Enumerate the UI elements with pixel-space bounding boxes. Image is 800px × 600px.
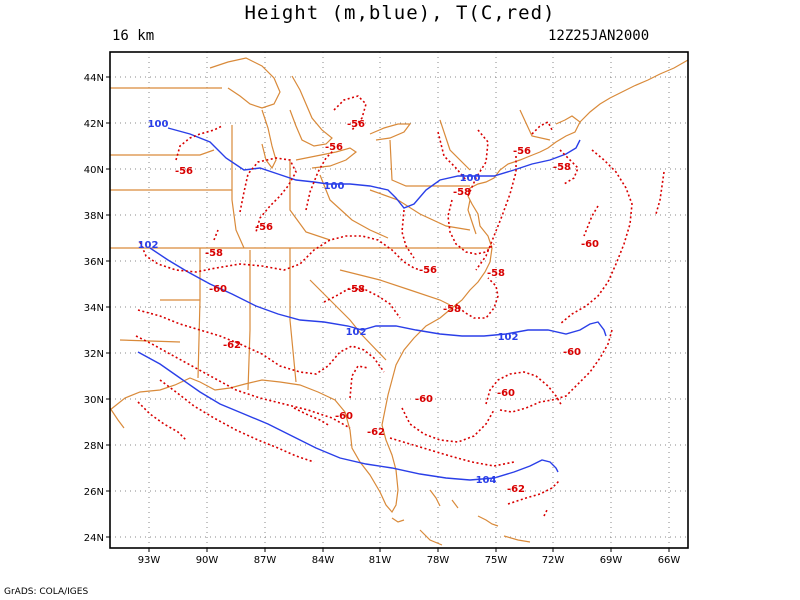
coastlines (109, 57, 689, 546)
lon-label: 93W (138, 555, 161, 566)
height-label: 102 (346, 327, 367, 338)
temp-label: -58 (347, 284, 365, 295)
temp-label: -56 (325, 142, 343, 153)
lon-label: 87W (254, 555, 277, 566)
lat-label: 32N (84, 349, 104, 360)
lon-label: 69W (600, 555, 623, 566)
lat-label: 36N (84, 257, 104, 268)
height-label: 102 (498, 332, 519, 343)
chart-title: Height (m,blue), T(C,red) (244, 2, 556, 24)
temp-label: -58 (453, 187, 471, 198)
temp-label: -60 (581, 239, 599, 250)
temp-label: -60 (415, 394, 433, 405)
lat-label: 34N (84, 303, 104, 314)
height-label: 100 (148, 119, 169, 130)
temp-label: -58 (487, 268, 505, 279)
temp-label: -58 (205, 248, 223, 259)
lat-label: 26N (84, 487, 104, 498)
temp-label: -56 (419, 265, 437, 276)
valid-time-label: 12Z25JAN2000 (548, 28, 650, 44)
lon-label: 81W (369, 555, 392, 566)
lon-label: 75W (485, 555, 508, 566)
level-label: 16 km (112, 28, 155, 44)
lat-label: 42N (84, 119, 104, 130)
lat-label: 30N (84, 395, 104, 406)
lon-labels: 93W 90W 87W 84W 81W 78W 75W 72W 69W 66W (138, 555, 681, 566)
temp-label: -62 (507, 484, 525, 495)
credit-label: GrADS: COLA/IGES (4, 587, 89, 597)
temp-label: -56 (175, 166, 193, 177)
temp-label: -60 (209, 284, 227, 295)
temp-label: -56 (255, 222, 273, 233)
height-label: 100 (460, 173, 481, 184)
lat-labels: 24N 26N 28N 30N 32N 34N 36N 38N 40N 42N … (84, 73, 104, 544)
height-label: 102 (138, 240, 159, 251)
height-label: 104 (476, 475, 497, 486)
temp-label: -56 (513, 146, 531, 157)
height-contour-labels: 100 100 100 102 102 102 104 (138, 119, 519, 486)
lat-label: 28N (84, 441, 104, 452)
lon-label: 90W (196, 555, 219, 566)
temp-label: -60 (335, 411, 353, 422)
temp-label: -62 (367, 427, 385, 438)
temp-label: -60 (497, 388, 515, 399)
lon-label: 72W (542, 555, 565, 566)
temp-label: -60 (563, 347, 581, 358)
temperature-contour-labels: -56 -56 -56 -56 -58 -56 -56 -58 -58 -58 … (175, 119, 599, 495)
lon-label: 78W (427, 555, 450, 566)
temp-label: -58 (443, 304, 461, 315)
temperature-contours (135, 95, 665, 517)
lon-label: 66W (658, 555, 681, 566)
lat-label: 24N (84, 533, 104, 544)
lat-label: 44N (84, 73, 104, 84)
axis-ticks (106, 76, 670, 552)
temp-label: -62 (223, 340, 241, 351)
lon-label: 84W (312, 555, 335, 566)
temp-label: -58 (553, 162, 571, 173)
temp-label: -56 (347, 119, 365, 130)
lat-label: 40N (84, 165, 104, 176)
lat-label: 38N (84, 211, 104, 222)
map-frame (109, 51, 689, 549)
height-label: 100 (324, 181, 345, 192)
height-contours (137, 127, 607, 481)
